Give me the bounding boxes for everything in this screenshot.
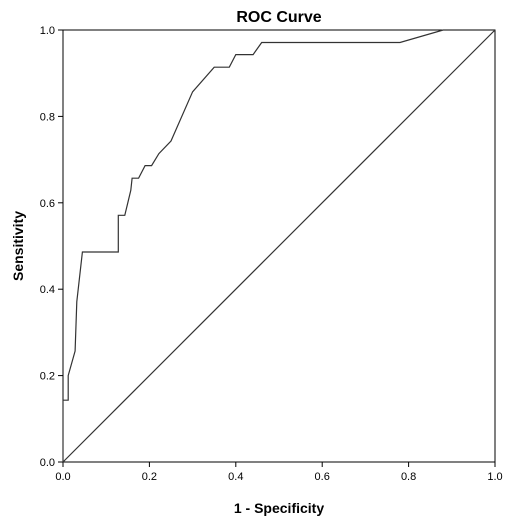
y-tick-label: 0.6 xyxy=(40,198,55,210)
y-tick-label: 0.8 xyxy=(40,111,55,123)
x-tick-label: 0.0 xyxy=(55,471,70,483)
y-axis: 0.0 0.2 0.4 0.6 0.8 1.0 xyxy=(40,25,63,469)
y-tick-label: 1.0 xyxy=(40,25,55,37)
y-tick-label: 0.4 xyxy=(40,284,55,296)
x-tick-label: 0.8 xyxy=(401,471,416,483)
reference-diagonal-line xyxy=(62,29,496,463)
x-tick-label: 0.4 xyxy=(228,471,243,483)
x-tick-label: 0.2 xyxy=(142,471,157,483)
x-tick-label: 0.6 xyxy=(315,471,330,483)
chart-title: ROC Curve xyxy=(236,9,321,26)
roc-curve-line xyxy=(62,29,495,462)
x-tick-label: 1.0 xyxy=(487,471,502,483)
series-layer xyxy=(62,29,496,463)
x-axis-label: 1 - Specificity xyxy=(234,500,324,516)
plot-border xyxy=(62,29,496,463)
x-axis: 0.0 0.2 0.4 0.6 0.8 1.0 xyxy=(55,462,503,483)
y-tick-label: 0.2 xyxy=(40,371,55,383)
y-axis-label: Sensitivity xyxy=(10,211,26,281)
plot-area xyxy=(62,29,496,463)
y-tick-label: 0.0 xyxy=(40,457,55,469)
